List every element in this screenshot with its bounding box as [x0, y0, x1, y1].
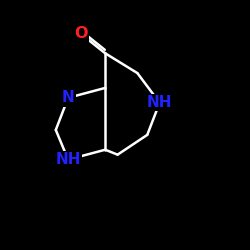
- Text: N: N: [62, 90, 74, 105]
- Text: NH: NH: [56, 152, 81, 167]
- Text: O: O: [74, 26, 87, 41]
- Text: NH: NH: [147, 95, 172, 110]
